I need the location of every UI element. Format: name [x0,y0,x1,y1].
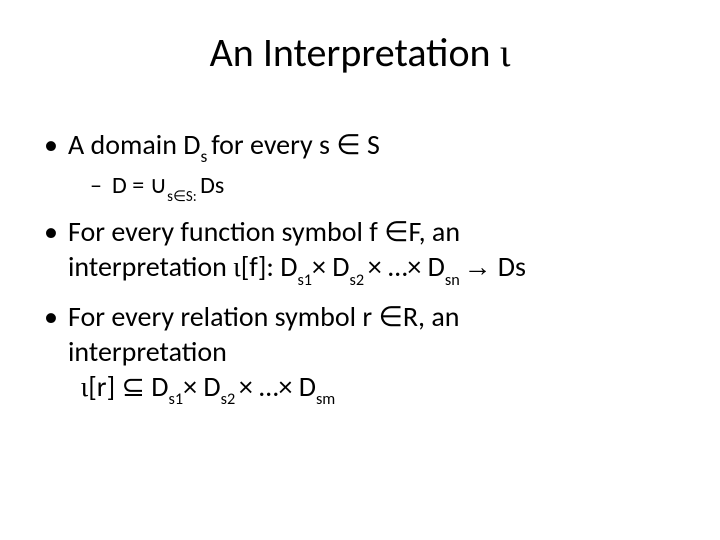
slide-container: An Interpretation ι A domain Ds for ever… [0,0,720,540]
slide-title: An Interpretation ι [40,28,680,77]
sb1-sub: s∈S: [167,187,200,205]
bullet-list: A domain Ds for every s ∈ S D = ∪s∈S: Ds… [40,127,680,409]
b3-t1: × D [183,369,221,404]
b2-iota: ι [233,252,241,283]
b1-pre: A domain D [68,127,200,162]
sub-bullet-list-1: D = ∪s∈S: Ds [68,170,680,204]
b2-s2: s2 [350,271,368,290]
b2-s1: s1 [297,271,312,290]
b3-s1: s1 [169,390,184,409]
b2-l1: For every function symbol f ∈F, an [68,214,460,249]
b2-arrow: → [463,251,491,282]
b3-t2: × …× D [239,369,316,404]
title-iota: ι [500,30,511,75]
sb1-post: Ds [200,171,224,200]
b1-sub: s [200,145,211,167]
b3-s2: s2 [221,390,239,409]
b2-t1: × D [312,249,350,284]
title-text: An Interpretation [210,28,500,77]
b2-bracket: [f]: D [241,249,298,284]
bullet-1: A domain Ds for every s ∈ S D = ∪s∈S: Ds [40,127,680,204]
b2-tail: Ds [491,249,526,284]
b2-sn: sn [445,271,464,290]
b3-bracket: [r] ⊆ D [88,369,168,404]
b3-sm: sm [316,390,335,409]
bullet-3: For every relation symbol r ∈R, an inter… [40,299,680,409]
sb1-pre: D = ∪ [112,171,167,200]
b2-l2-pre: interpretation [68,249,233,284]
b3-indent [68,369,81,404]
sub-bullet-1: D = ∪s∈S: Ds [68,170,680,204]
b3-l1: For every relation symbol r ∈R, an [68,299,460,334]
b1-post: for every s ∈ S [211,127,380,162]
b3-l2: interpretation [68,334,227,369]
bullet-2: For every function symbol f ∈F, an inter… [40,214,680,289]
b2-t2: × …× D [368,249,445,284]
